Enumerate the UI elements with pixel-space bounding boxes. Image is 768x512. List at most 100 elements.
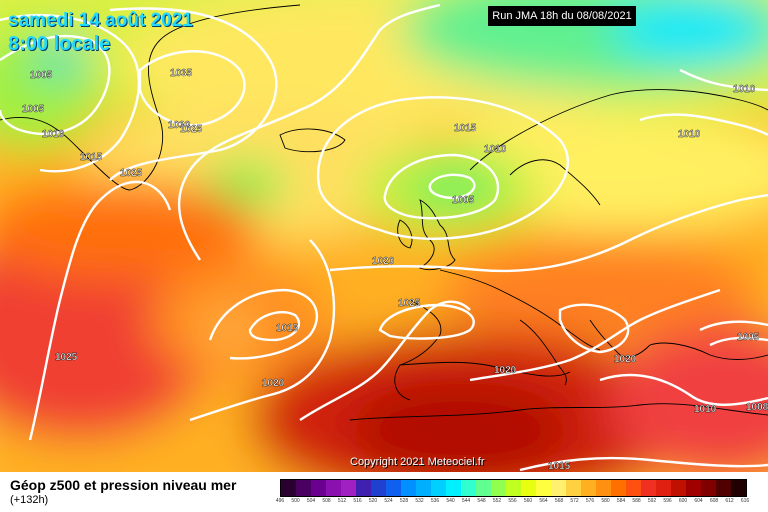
isobar-labels: 1005 1005 1010 1015 1025 1035 1030 1025 …: [22, 68, 768, 472]
color-scale-label: 588: [632, 498, 641, 504]
color-scale-label: 596: [663, 498, 672, 504]
color-scale-label: 504: [306, 498, 316, 504]
color-scale-swatch: [686, 480, 701, 496]
color-scale-swatch: [281, 480, 296, 496]
color-scale-label: 564: [539, 498, 548, 504]
run-info: Run JMA 18h du 08/08/2021: [488, 6, 636, 26]
color-scale-label: 600: [678, 498, 688, 504]
isobars: [0, 3, 768, 472]
color-scale-label: 552: [492, 498, 502, 504]
color-scale-swatch: [611, 480, 626, 496]
color-scale-label: 540: [446, 498, 455, 504]
color-scale-label: 592: [647, 498, 657, 504]
color-scale-swatch: [341, 480, 356, 496]
isobar-label: 1010: [42, 129, 65, 140]
color-scale-label: 584: [616, 498, 626, 504]
color-scale-labels: 496 500 504 508 512 516 520 524 528 532 536 540 544 5…: [276, 498, 759, 506]
color-scale-label: 608: [709, 498, 719, 504]
color-scale-label: 556: [508, 498, 517, 504]
color-scale-swatch: [656, 480, 671, 496]
forecast-date: samedi 14 août 2021: [8, 10, 193, 31]
isobar-label: 1025: [120, 168, 143, 179]
map-caption: Géop z500 et pression niveau mer: [10, 477, 237, 493]
color-scale-swatch: [431, 480, 446, 496]
isobar-label: 1015: [276, 323, 299, 334]
isobar-label: 1025: [398, 298, 421, 309]
color-scale-label: 528: [399, 498, 409, 504]
color-scale-label: 532: [415, 498, 424, 504]
color-scale-label: 500: [291, 498, 300, 504]
color-scale-label: 512: [337, 498, 347, 504]
isobar-label: 1005: [737, 332, 760, 343]
isobar-label: 1030: [168, 120, 191, 131]
isobar-label: 1010: [733, 84, 756, 95]
color-scale-swatch: [461, 480, 476, 496]
geopotential-field: [0, 0, 768, 472]
isobar-label: 1025: [55, 352, 78, 363]
isobar-label: 1005: [30, 70, 53, 81]
color-scale-swatch: [566, 480, 581, 496]
forecast-time: 8:00 locale: [8, 33, 111, 55]
color-scale-swatch: [506, 480, 521, 496]
color-scale-label: 496: [275, 498, 285, 504]
isobar-label: 1020: [262, 378, 285, 389]
color-scale-swatch: [446, 480, 461, 496]
color-scale-swatch: [311, 480, 326, 496]
color-scale-label: 580: [601, 498, 610, 504]
color-scale-label: 572: [570, 498, 579, 504]
color-scale-label: 536: [430, 498, 440, 504]
isobar-label: 1010: [678, 129, 701, 140]
isobar-label: 1020: [372, 256, 395, 267]
color-scale-swatch: [371, 480, 386, 496]
isobar-label: 1025: [180, 124, 203, 135]
color-scale-swatch: [626, 480, 641, 496]
color-scale-swatch: [326, 480, 341, 496]
color-scale-swatch: [671, 480, 686, 496]
color-scale: [280, 479, 747, 497]
color-scale-swatch: [416, 480, 431, 496]
color-scale-swatch: [491, 480, 506, 496]
color-scale-label: 576: [585, 498, 595, 504]
color-scale-swatch: [401, 480, 416, 496]
forecast-lead: (+132h): [10, 494, 49, 506]
color-scale-label: 604: [694, 498, 703, 504]
color-scale-swatch: [536, 480, 551, 496]
isobar-label: 1015: [80, 152, 103, 163]
footer: Géop z500 et pression niveau mer (+132h)…: [0, 472, 768, 512]
copyright: Copyright 2021 Meteociel.fr: [350, 456, 485, 468]
isobar-label: 1008: [746, 402, 768, 413]
color-scale-label: 568: [554, 498, 564, 504]
color-scale-swatch: [386, 480, 401, 496]
color-scale-swatch: [296, 480, 311, 496]
color-scale-label: 508: [322, 498, 331, 504]
color-scale-swatch: [731, 480, 746, 496]
color-scale-label: 612: [725, 498, 734, 504]
isobar-label: 1020: [614, 354, 637, 365]
color-scale-label: 516: [353, 498, 362, 504]
color-scale-swatch: [476, 480, 491, 496]
color-scale-label: 544: [461, 498, 471, 504]
isobar-label: 1005: [452, 195, 475, 206]
color-scale-swatch: [716, 480, 731, 496]
color-scale-label: 560: [523, 498, 533, 504]
weather-map: 1005 1005 1010 1015 1025 1035 1030 1025 …: [0, 0, 768, 472]
coastlines: [0, 4, 768, 421]
color-scale-swatch: [356, 480, 371, 496]
color-scale-swatch: [551, 480, 566, 496]
isobar-label: 1010: [694, 404, 717, 415]
color-scale-label: 520: [368, 498, 378, 504]
color-scale-swatch: [596, 480, 611, 496]
color-scale-swatch: [521, 480, 536, 496]
isobar-label: 1005: [22, 104, 45, 115]
color-scale-label: 524: [384, 498, 393, 504]
isobar-label: 1035: [170, 68, 193, 79]
color-scale-swatch: [701, 480, 716, 496]
color-scale-swatch: [581, 480, 596, 496]
color-scale-label: 548: [477, 498, 486, 504]
isobar-label: 1010: [484, 144, 507, 155]
color-scale-label: 616: [740, 498, 750, 504]
isobar-label: 1020: [494, 365, 517, 376]
color-scale-swatch: [641, 480, 656, 496]
isobar-label: 1015: [454, 123, 477, 134]
isobar-label: 1015: [548, 461, 571, 472]
